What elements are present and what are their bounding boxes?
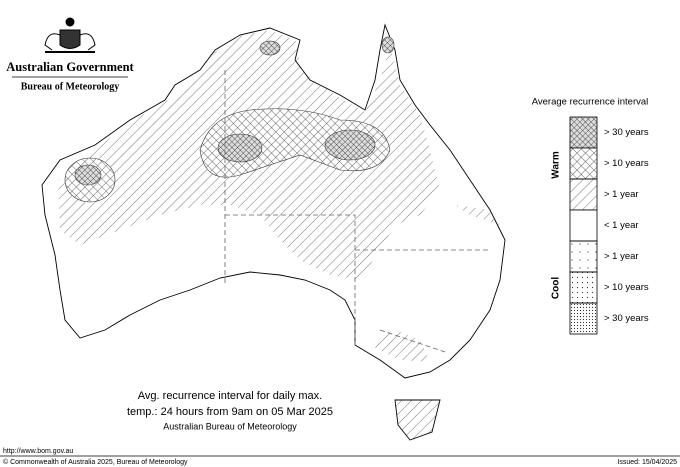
crest [44, 17, 96, 53]
legend-label: > 10 years [604, 282, 649, 293]
caption-line: Avg. recurrence interval for daily max. [138, 390, 322, 402]
footer-copyright: © Commonwealth of Australia 2025, Bureau… [3, 458, 188, 466]
legend-label: > 30 years [604, 127, 649, 138]
caption-line: temp.: 24 hours from 9am on 05 Mar 2025 [127, 406, 333, 418]
warm-30yr-area [324, 129, 376, 161]
bureau-name: Bureau of Meteorology [21, 81, 120, 92]
legend-label: < 1 year [604, 220, 639, 231]
australia-map [41, 23, 506, 441]
legend-label: > 10 years [604, 158, 649, 169]
legend: > 30 years > 10 years > 1 year < 1 year > 1 … [569, 116, 649, 335]
warm-30yr-area [217, 133, 263, 163]
legend-swatch [569, 147, 598, 180]
tasmania-outline [394, 399, 441, 441]
state-borders [224, 70, 490, 353]
warm-1yr-area [370, 330, 430, 362]
warm-30yr-area [74, 164, 102, 186]
legend-swatch [569, 240, 598, 273]
warm-30yr-area [259, 40, 281, 56]
caption-line: Australian Bureau of Meteorology [163, 421, 297, 431]
footer-url: http://www.bom.gov.au [3, 448, 73, 455]
legend-swatch [569, 178, 598, 211]
warm-30yr-area [381, 36, 395, 54]
legend-label: > 30 years [604, 313, 649, 324]
legend-swatch [569, 302, 598, 335]
footer-issued: Issued: 15/04/2025 [617, 459, 677, 466]
legend-warm-label: Warm [551, 151, 562, 179]
warm-1yr-area [455, 205, 500, 225]
legend-swatch [569, 209, 598, 242]
legend-swatch [569, 116, 598, 149]
government-name: Australian Government [6, 60, 134, 74]
legend-label: > 1 year [604, 251, 639, 262]
legend-cool-label: Cool [551, 277, 562, 299]
legend-swatch [569, 271, 598, 304]
legend-title: Average recurrence interval [532, 97, 649, 108]
legend-label: > 1 year [604, 189, 639, 200]
